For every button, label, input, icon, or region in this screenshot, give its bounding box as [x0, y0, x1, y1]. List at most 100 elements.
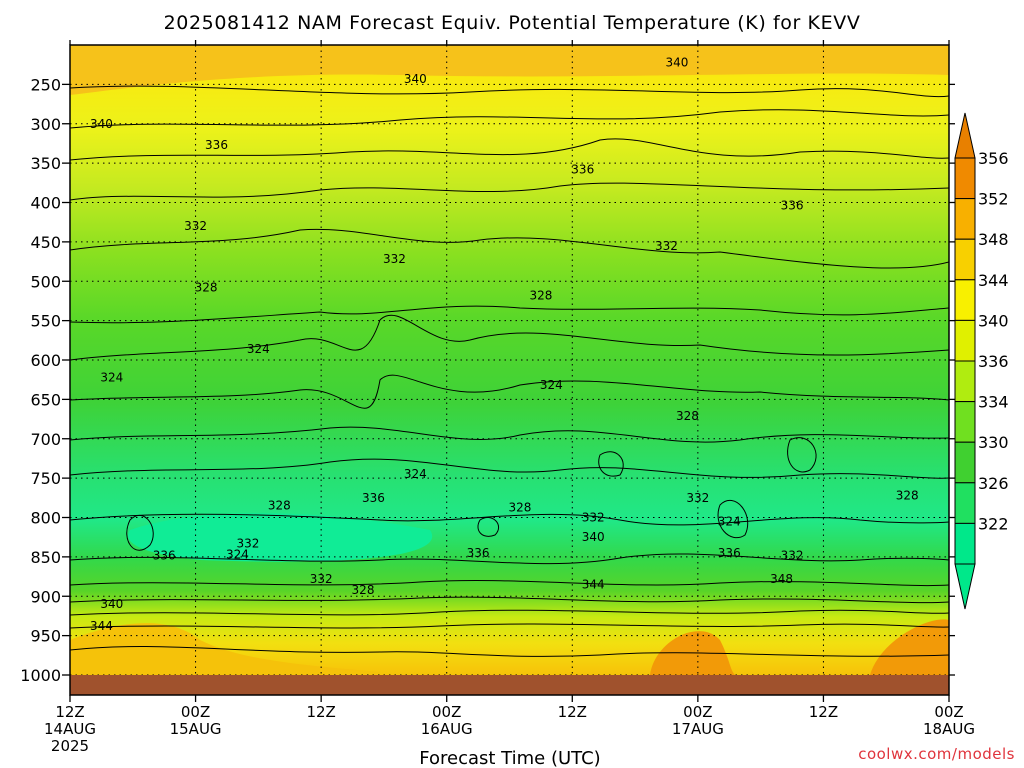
contour-label-34: 340: [100, 597, 123, 611]
field-feature-3: [70, 45, 949, 95]
contour-label-0: 340: [90, 117, 113, 131]
contour-line-10: [70, 513, 949, 526]
contour-line-15: [70, 623, 949, 629]
y-tick-label-350: 350: [30, 154, 61, 173]
colorbar-segment-7: [954, 441, 976, 484]
colorbar-segment-9: [954, 522, 976, 565]
contour-label-3: 340: [665, 55, 688, 69]
x-tick-label-72-1: 12Z: [809, 703, 838, 721]
colorbar-label-336: 336: [978, 352, 1009, 371]
contour-label-28: 336: [718, 546, 741, 560]
x-axis-label: Forecast Time (UTC): [419, 748, 600, 768]
colorbar-extend-high: [954, 112, 976, 159]
x-tick-label-60-2: 17AUG: [672, 720, 724, 738]
y-tick-label-700: 700: [30, 430, 61, 449]
contour-line-13: [70, 596, 949, 604]
x-tick-label-84-2: 18AUG: [923, 720, 975, 738]
contour-line-14: [70, 609, 949, 616]
x-tick-label-0-1: 12Z: [55, 703, 84, 721]
contour-label-11: 324: [247, 342, 270, 356]
contour-line-6: [70, 314, 949, 361]
contour-line-12: [70, 579, 949, 587]
colorbar-segment-4: [954, 319, 976, 362]
colorbar-label-344: 344: [978, 271, 1009, 290]
contour-label-24: 324: [226, 548, 249, 562]
contour-label-19: 332: [582, 511, 605, 525]
colorbar-label-352: 352: [978, 190, 1009, 209]
y-tick-label-300: 300: [30, 115, 61, 134]
contour-label-29: 332: [781, 548, 804, 562]
x-tick-label-36-2: 16AUG: [421, 720, 473, 738]
contour-label-26: 336: [467, 546, 490, 560]
contour-label-15: 324: [404, 467, 427, 481]
contour-label-18: 328: [509, 500, 532, 514]
colorbar-label-340: 340: [978, 311, 1009, 330]
y-tick-label-550: 550: [30, 312, 61, 331]
y-tick-label-500: 500: [30, 272, 61, 291]
colorbar-segment-3: [954, 279, 976, 321]
colorbar-extend-low: [954, 563, 976, 610]
colorbar-segment-5: [954, 360, 976, 403]
contour-label-14: 328: [676, 409, 699, 423]
y-tick-label-400: 400: [30, 194, 61, 213]
contour-line-5: [70, 305, 949, 324]
contour-label-5: 336: [781, 199, 804, 213]
contour-label-17: 328: [268, 499, 291, 513]
contour-line-3: [70, 182, 949, 201]
colorbar-segment-1: [954, 198, 976, 240]
colorbar-label-348: 348: [978, 230, 1009, 249]
contour-label-9: 328: [195, 281, 218, 295]
plot-frame: [69, 44, 950, 696]
colorbar-label-334: 334: [978, 393, 1009, 412]
colorbar-label-330: 330: [978, 433, 1009, 452]
y-tick-label-900: 900: [30, 587, 61, 606]
contour-label-8: 332: [655, 239, 678, 253]
y-tick-label-800: 800: [30, 509, 61, 528]
x-tick-label-12-1: 00Z: [181, 703, 210, 721]
contour-label-35: 344: [90, 619, 113, 633]
contour-label-27: 340: [582, 530, 605, 544]
contour-line-18: [717, 499, 749, 539]
contour-label-4: 336: [571, 162, 594, 176]
colorbar: 356 352 348 344 340 336 334 330 326 322: [954, 112, 1009, 610]
contour-line-0: [70, 85, 949, 98]
contour-line-16: [70, 646, 949, 657]
contour-label-10: 328: [529, 288, 552, 302]
y-tick-label-250: 250: [30, 75, 61, 94]
contour-label-12: 324: [100, 370, 123, 384]
x-tick-label-12-2: 15AUG: [170, 720, 222, 738]
colorbar-segment-2: [954, 238, 976, 281]
contour-label-22: 328: [896, 488, 919, 502]
contour-label-33: 348: [770, 572, 793, 586]
chart-title: 2025081412 NAM Forecast Equiv. Potential…: [164, 12, 861, 34]
colorbar-segment-8: [954, 482, 976, 524]
field-feature-2: [870, 619, 949, 675]
x-tick-label-48-1: 12Z: [558, 703, 587, 721]
y-tick-label-450: 450: [30, 233, 61, 252]
x-tick-label-0-3: 2025: [51, 737, 89, 755]
y-tick-label-600: 600: [30, 351, 61, 370]
contour-label-6: 332: [184, 219, 207, 233]
contour-line-7: [70, 374, 949, 409]
colorbar-segment-0: [954, 157, 976, 200]
contour-labels: 340 336 340 340 336 336 332 332 332 328 328 324 324 3…: [90, 55, 919, 633]
contour-label-25: 336: [153, 548, 176, 562]
contour-line-8: [70, 426, 949, 443]
contour-label-31: 328: [352, 583, 375, 597]
contour-line-1: [70, 109, 949, 129]
contour-label-20: 332: [686, 491, 709, 505]
field-feature-4: [128, 513, 433, 562]
contour-line-2: [70, 138, 949, 161]
colorbar-label-356: 356: [978, 149, 1009, 168]
contour-label-16: 336: [362, 491, 385, 505]
contour-label-21: 324: [718, 514, 741, 528]
colorbar-label-322: 322: [978, 514, 1009, 533]
contour-line-20: [787, 437, 817, 473]
y-tick-label-1000: 1000: [20, 666, 61, 685]
ground-surface: [70, 675, 949, 695]
y-tick-label-750: 750: [30, 469, 61, 488]
contour-label-30: 332: [310, 572, 333, 586]
contour-line-19: [598, 451, 624, 477]
x-tick-label-0-2: 14AUG: [44, 720, 96, 738]
